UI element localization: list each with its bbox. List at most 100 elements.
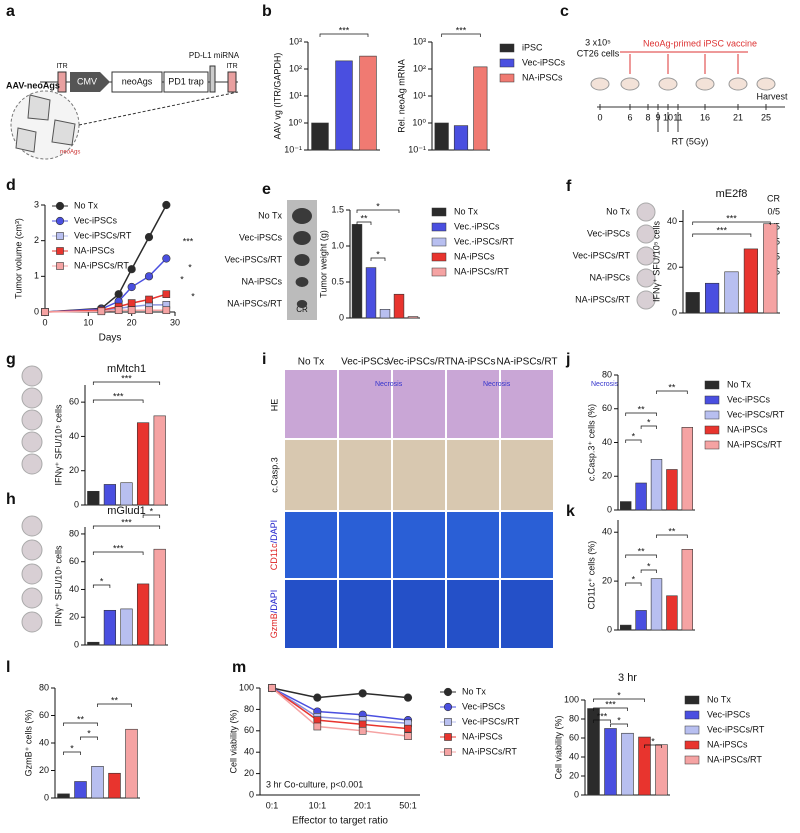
significance-bracket [625, 439, 642, 443]
marker [358, 689, 367, 698]
legend-swatch [684, 710, 700, 720]
y-tick-label: 20 [69, 465, 79, 475]
legend-swatch [704, 410, 720, 420]
legend-label: Vec-iPSCs [707, 709, 751, 719]
significance-label: *** [605, 699, 616, 709]
rt-label: RT (5Gy) [672, 136, 709, 146]
necrosis-label: Necrosis [591, 381, 619, 388]
legend-label: NA-iPSCs [454, 251, 495, 261]
legend-label: Vec-iPSCs/RT [707, 724, 765, 734]
zoom-line [78, 91, 239, 126]
line [271, 687, 409, 699]
elispot-well [21, 515, 43, 537]
panel-letter: a [6, 3, 15, 20]
significance-bracket [63, 722, 98, 726]
legend-swatch [704, 425, 720, 435]
micrograph [285, 512, 337, 578]
significance-bracket [610, 723, 628, 727]
legend-label: Vec.-iPSCs [454, 221, 500, 231]
significance-bracket [97, 703, 132, 707]
elispot-well [636, 224, 656, 244]
significance-label: *** [717, 225, 728, 235]
day-label: 16 [700, 112, 710, 122]
marker [404, 724, 412, 733]
marker [41, 308, 49, 316]
bar [685, 292, 700, 314]
significance-bracket [92, 381, 161, 385]
row-label: Vec-iPSCs/RT [225, 254, 283, 264]
legend-label: iPSC [522, 42, 543, 52]
panel-letter: m [232, 659, 246, 676]
micrograph [285, 440, 337, 510]
legend-label: NA-iPSCs/RT [707, 754, 762, 764]
y-tick-label: 100 [564, 694, 579, 704]
marker [56, 262, 64, 270]
bar [604, 728, 617, 796]
y-tick-label: 60 [602, 403, 612, 413]
promoter-label: CMV [77, 76, 97, 86]
y-tick-label: 20 [667, 262, 677, 272]
line [271, 687, 409, 721]
marker [313, 693, 322, 702]
legend-label: Vec-iPSCs [522, 57, 566, 67]
significance-label: *** [121, 517, 132, 527]
y-tick-label: 60 [244, 725, 254, 735]
bar [335, 60, 353, 151]
x-tick-label: 0:1 [266, 800, 279, 810]
micrograph [501, 512, 553, 578]
x-tick-label: 50:1 [399, 800, 417, 810]
panel-letter: l [6, 659, 10, 676]
significance-label: ** [360, 213, 368, 223]
significance-bracket [640, 425, 657, 429]
row-label: c.Casp.3 [269, 457, 279, 493]
y-tick-label: 10⁻¹ [408, 144, 426, 154]
tumor [296, 300, 308, 308]
row-label: No Tx [606, 206, 630, 216]
legend-label: NA-iPSCs/RT [454, 266, 509, 276]
bar [311, 122, 329, 151]
elispot-well [21, 539, 43, 561]
cr-image-label: CR [296, 305, 308, 314]
legend-label: No Tx [74, 200, 98, 210]
mouse-icon [728, 77, 748, 91]
bar [681, 427, 693, 511]
y-axis-label: IFNγ⁺ SFU/10⁵ cells [53, 404, 63, 485]
legend-label: NA-iPSCs [707, 739, 748, 749]
elispot-well [636, 290, 656, 310]
marker [97, 307, 106, 316]
significance-label: * [376, 249, 380, 259]
annotation: 3 hr Co-culture, p<0.001 [266, 779, 363, 789]
bar [453, 125, 469, 151]
y-tick-label: 0 [34, 306, 39, 316]
promoter-arrow [70, 72, 110, 92]
legend-label: No Tx [454, 206, 478, 216]
micrograph [393, 440, 445, 510]
significance-label: *** [597, 711, 608, 721]
significance-label: *** [113, 391, 124, 401]
insert-box [111, 71, 163, 93]
bar [136, 422, 150, 506]
significance-label: *** [113, 543, 124, 553]
y-tick-label: 40 [69, 584, 79, 594]
legend-swatch [499, 58, 515, 68]
trap-box [163, 71, 209, 93]
micrograph [501, 580, 553, 648]
legend-label: NA-iPSCs [74, 245, 115, 255]
day-label: 0 [597, 112, 602, 122]
bar [666, 469, 678, 511]
capsid [15, 127, 37, 153]
y-tick-label: 60 [569, 732, 579, 742]
y-tick-label: 10⁻¹ [284, 144, 302, 154]
bar [743, 248, 758, 314]
legend-label: No Tx [727, 379, 751, 389]
stain-label: GzmB [269, 613, 279, 638]
bar [666, 595, 678, 631]
marker [162, 290, 171, 298]
chart-title: mMtch1 [107, 363, 146, 375]
bar [655, 744, 668, 796]
y-tick-label: 80 [569, 713, 579, 723]
significance-label: *** [726, 213, 737, 223]
y-tick-label: 1.5 [331, 204, 344, 214]
significance-bracket [625, 412, 657, 416]
significance-label: * [191, 291, 195, 301]
